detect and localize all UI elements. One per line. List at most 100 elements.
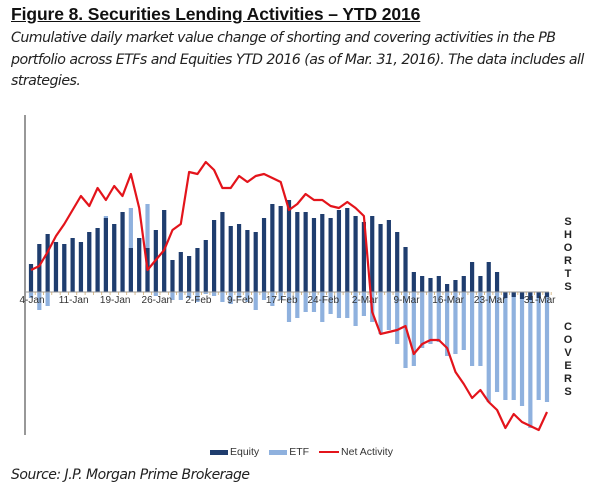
legend-label-equity: Equity [230, 446, 260, 458]
equity-bar [220, 212, 225, 292]
x-tick-label: 2-Mar [352, 295, 379, 306]
equity-bar [511, 292, 516, 297]
equity-bar [295, 212, 300, 292]
equity-bar [303, 212, 308, 292]
equity-bar [45, 234, 50, 292]
equity-bar [361, 222, 367, 292]
etf-bar [228, 292, 233, 304]
x-tick-label: 9-Mar [393, 295, 420, 306]
equity-bar [87, 232, 92, 292]
etf-bar [469, 292, 475, 366]
equity-bar [519, 292, 525, 299]
equity-bar [494, 272, 500, 292]
equity-bar [203, 240, 208, 292]
etf-bar [211, 292, 217, 296]
etf-bar [28, 292, 34, 298]
etf-bar [236, 292, 242, 298]
equity-bar [461, 276, 466, 292]
legend-swatch-equity [210, 449, 228, 455]
equity-bar [436, 276, 441, 292]
equity-bar [503, 292, 508, 298]
equity-bar [245, 230, 250, 292]
etf-bar [528, 292, 533, 428]
etf-bar [328, 292, 333, 314]
etf-bar [153, 292, 158, 296]
etf-bar [345, 292, 350, 318]
etf-bar [45, 292, 50, 306]
equity-bar [286, 200, 292, 292]
equity-bar [228, 226, 233, 292]
equity-bar [403, 247, 408, 292]
equity-bar [128, 248, 133, 292]
equity-bar [428, 278, 433, 292]
equity-bar [261, 218, 267, 292]
etf-bar [245, 292, 250, 302]
etf-bar [445, 292, 450, 356]
x-tick-label: 4-Jan [19, 295, 44, 306]
x-tick-label: 17-Feb [266, 295, 298, 306]
equity-bar [211, 220, 217, 292]
figure-title: Figure 8. Securities Lending Activities … [11, 4, 421, 24]
etf-bar [170, 292, 175, 300]
etf-bar [270, 292, 275, 306]
equity-bar [37, 244, 42, 292]
etf-bar [278, 292, 283, 300]
etf-bar [295, 292, 300, 318]
legend-swatch-etf [269, 449, 288, 455]
etf-bar [336, 292, 342, 318]
equity-bar [453, 280, 458, 292]
legend-label-net-activity: Net Activity [341, 446, 393, 458]
etf-bar [178, 292, 183, 300]
legend-item-equity: Equity [210, 446, 259, 458]
figure-subtitle: Cumulative daily market value change of … [11, 30, 584, 89]
equity-bar [62, 244, 67, 292]
equity-bar [195, 248, 200, 292]
etf-bar [536, 292, 541, 400]
equity-bar [411, 272, 416, 292]
equity-bar [353, 216, 358, 292]
equity-bar [469, 262, 475, 292]
etf-bar [494, 292, 500, 392]
equity-bar [187, 256, 192, 292]
x-tick-label: 31-Mar [524, 295, 556, 306]
etf-bar [361, 292, 367, 316]
etf-bar [395, 292, 400, 344]
equity-bar [270, 204, 275, 292]
equity-bar [378, 224, 383, 292]
equity-bar [370, 216, 375, 292]
etf-bar [544, 292, 550, 402]
equity-bar [386, 220, 391, 292]
x-tick-label: 2-Feb [185, 295, 212, 306]
net-activity-line [30, 160, 548, 432]
x-tick-label: 11-Jan [59, 295, 89, 306]
equity-bar [395, 232, 400, 292]
equity-bar [112, 224, 117, 292]
etf-bar [511, 292, 516, 400]
legend-item-net-activity: Net Activity [319, 446, 393, 458]
equity-bar [253, 232, 258, 292]
etf-bar [203, 292, 208, 294]
equity-bar [528, 292, 533, 300]
x-tick-label: 9-Feb [227, 295, 254, 306]
etf-bar [519, 292, 525, 406]
equity-bar [328, 218, 333, 292]
equity-bar [120, 212, 125, 292]
etf-bar [428, 292, 433, 344]
etf-bar [37, 292, 42, 310]
equity-bar [311, 218, 317, 292]
etf-bar [261, 292, 267, 300]
etf-bar [411, 292, 416, 366]
etf-bar [353, 292, 358, 326]
legend-item-etf: ETF [269, 446, 309, 458]
equity-bar [178, 252, 183, 292]
equity-bar [478, 276, 483, 292]
x-tick-label: 16-Mar [432, 295, 464, 306]
etf-bar [503, 292, 508, 400]
equity-bar [536, 292, 541, 298]
equity-bar [103, 218, 109, 292]
x-tick-labels: 4-Jan 11-Jan 19-Jan 26-Jan 2-Feb 9-Feb 17-Feb 2… [19, 295, 556, 306]
etf-bar [478, 292, 483, 366]
etf-bar [486, 292, 491, 402]
equity-bar [236, 224, 242, 292]
